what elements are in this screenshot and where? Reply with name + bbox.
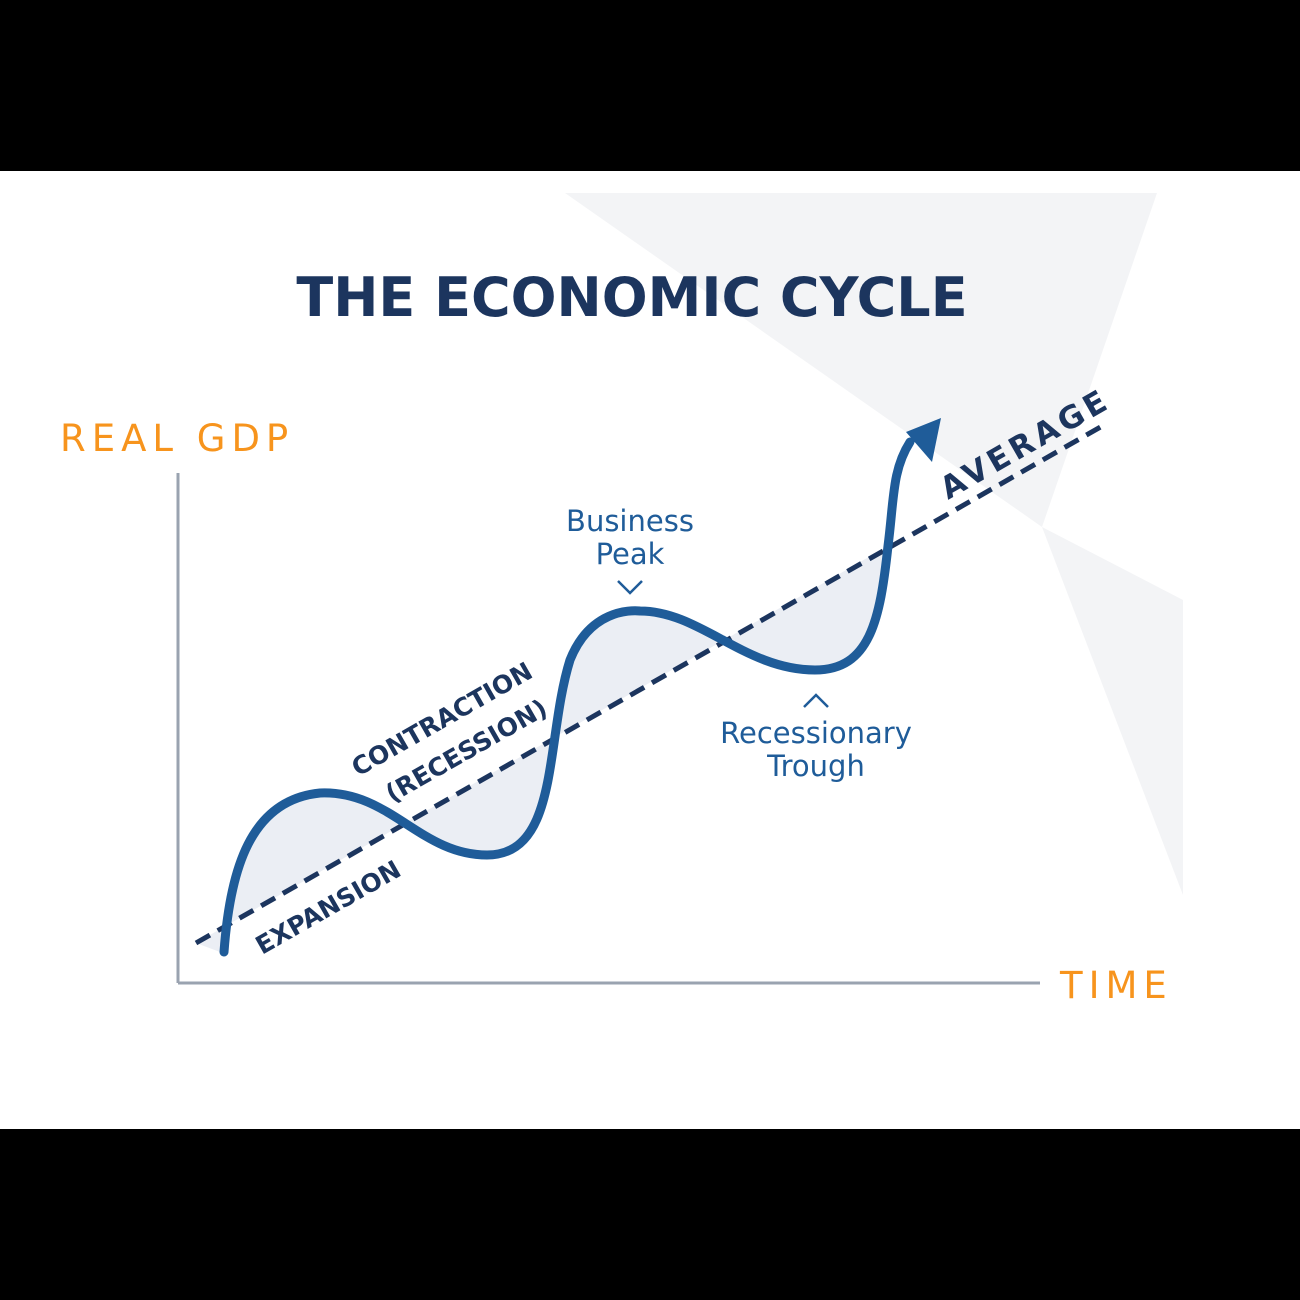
curve-arrowhead-icon: [906, 418, 941, 462]
x-axis-label: TIME: [1059, 964, 1173, 1007]
peak-label-line1: Business: [566, 504, 694, 538]
background-facet-right: [1042, 527, 1183, 895]
trough-pointer-icon: [803, 693, 829, 708]
peak-pointer-icon: [617, 580, 643, 595]
background-facet-top: [565, 193, 1157, 527]
diagram-title: THE ECONOMIC CYCLE: [296, 266, 967, 329]
trough-label-line1: Recessionary: [720, 716, 912, 750]
trough-label-line2: Trough: [766, 749, 865, 783]
cycle-curve: [219, 437, 915, 957]
cycle-shading: [196, 546, 888, 952]
y-axis-label: REAL GDP: [60, 417, 294, 460]
peak-label-line2: Peak: [596, 537, 665, 571]
